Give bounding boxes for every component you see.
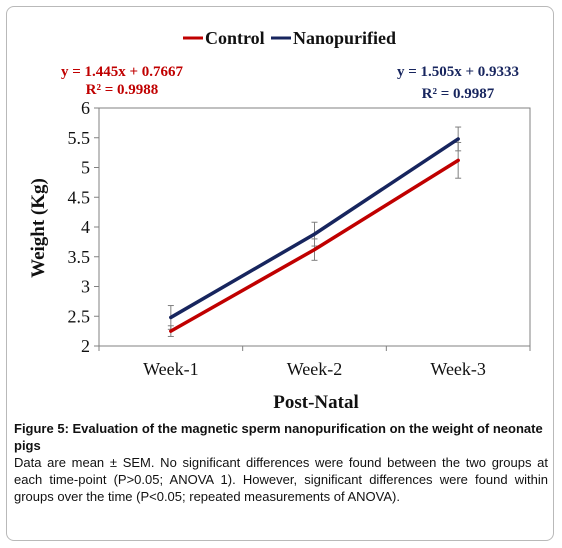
y-tick-label: 4.5 [68, 187, 91, 207]
figure-frame [6, 6, 554, 541]
y-tick-label: 6 [81, 98, 90, 118]
x-axis-label: Post-Natal [273, 392, 358, 413]
x-tick-label: Week-1 [143, 359, 199, 379]
control-equation: y = 1.445x + 0.7667 [61, 64, 184, 80]
series-lines [169, 137, 460, 333]
control-r-squared: R² = 0.9988 [86, 82, 159, 98]
data-point-control [313, 248, 316, 252]
data-point-nanopurified [169, 315, 173, 319]
data-point-control [456, 158, 460, 162]
nanopurified-equation: y = 1.505x + 0.9333 [397, 64, 519, 80]
legend: Control Nanopurified [183, 28, 396, 48]
chart: Control Nanopurified y = 1.445x + 0.7667… [28, 28, 531, 413]
data-point-nanopurified [456, 137, 460, 141]
y-tick-label: 2.5 [68, 306, 91, 326]
x-tick-label: Week-2 [287, 359, 343, 379]
y-axis-ticks: 2 2.5 3 3.5 4 4.5 5 5.5 6 [68, 98, 99, 356]
nanopurified-r-squared: R² = 0.9987 [422, 86, 495, 102]
y-tick-label: 3.5 [68, 247, 91, 267]
y-tick-label: 5.5 [68, 128, 91, 148]
y-axis-label: Weight (Kg) [28, 178, 49, 278]
error-bars [167, 126, 462, 337]
y-tick-label: 2 [81, 336, 90, 356]
caption-title: Figure 5: Evaluation of the magnetic spe… [14, 421, 543, 453]
figure-caption: Figure 5: Evaluation of the magnetic spe… [14, 420, 548, 505]
data-point-nanopurified [313, 232, 316, 236]
legend-label-nanopurified: Nanopurified [293, 28, 396, 48]
caption-body: Data are mean ± SEM. No significant diff… [14, 455, 548, 504]
y-tick-label: 5 [81, 158, 90, 178]
y-tick-label: 3 [81, 277, 90, 297]
x-axis-ticks: Week-1 Week-2 Week-3 [98, 346, 531, 379]
data-point-control [169, 329, 173, 333]
legend-label-control: Control [205, 28, 265, 48]
y-tick-label: 4 [81, 217, 90, 237]
x-tick-label: Week-3 [430, 359, 486, 379]
